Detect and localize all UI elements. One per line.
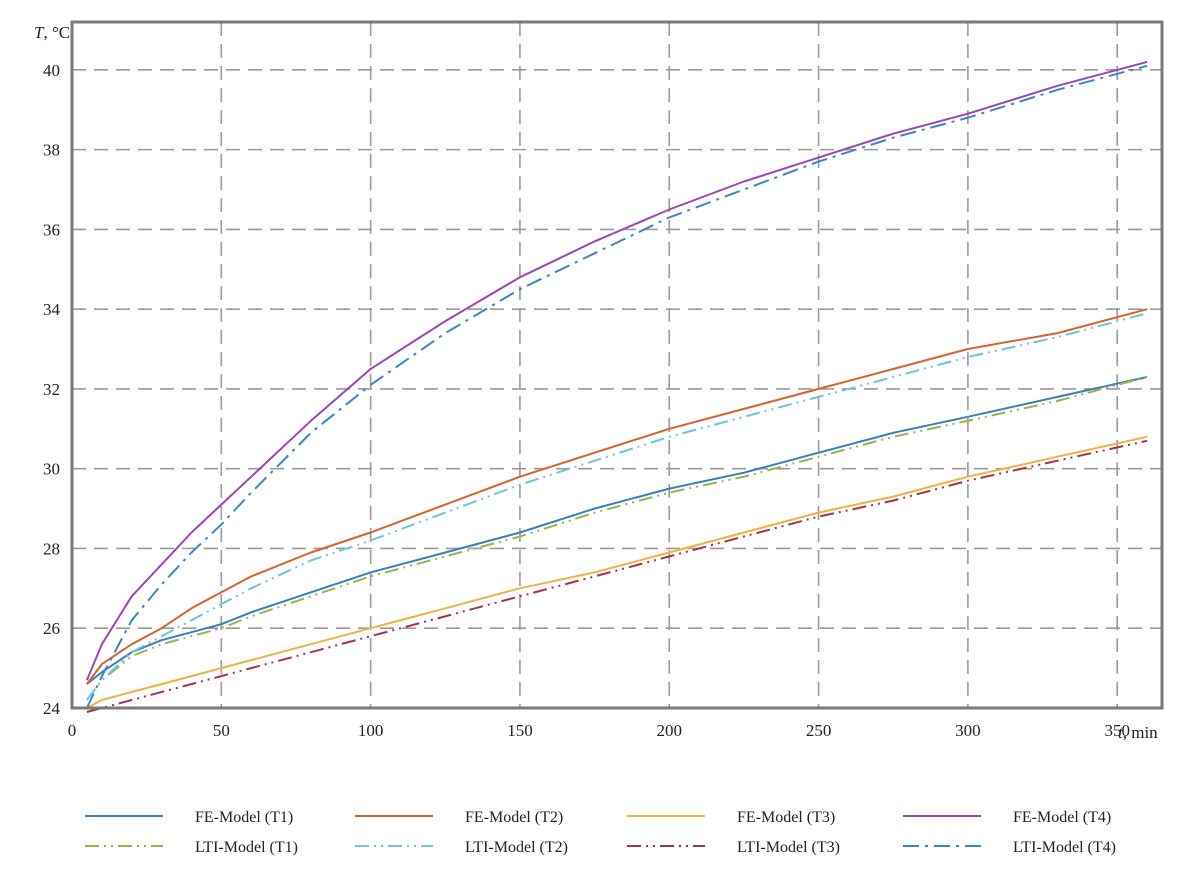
legend-item: FE-Model (T1) [85, 809, 293, 826]
y-tick-label: 28 [43, 539, 60, 558]
series-line-2 [86, 308, 1148, 685]
series-line-5 [86, 376, 1148, 701]
legend-label: FE-Model (T1) [195, 809, 293, 826]
x-tick-label: 50 [213, 721, 230, 740]
y-tick-label: 34 [43, 300, 61, 319]
x-axis-variable: t [1118, 723, 1124, 742]
series-line-6 [86, 312, 1148, 701]
y-tick-label: 30 [43, 460, 60, 479]
y-axis-ticks: 24 26 28 30 32 34 36 38 40 [43, 61, 61, 718]
y-tick-label: 32 [43, 380, 60, 399]
x-tick-label: 350 [1104, 721, 1130, 740]
legend-label: LTI-Model (T2) [465, 839, 568, 856]
y-tick-label: 38 [43, 141, 60, 160]
y-tick-label: 24 [43, 699, 61, 718]
legend-item: FE-Model (T3) [627, 809, 835, 826]
legend-label: FE-Model (T3) [737, 809, 835, 826]
series-lines [85, 60, 1148, 713]
legend-item: LTI-Model (T4) [903, 839, 1116, 856]
series-line-3 [86, 435, 1148, 709]
y-tick-label: 40 [43, 61, 60, 80]
x-tick-label: 0 [68, 721, 77, 740]
x-axis-label: t, min [1118, 723, 1158, 742]
legend-label: LTI-Model (T3) [737, 839, 840, 856]
x-tick-label: 200 [657, 721, 683, 740]
legend-label: FE-Model (T2) [465, 809, 563, 826]
legend-label: LTI-Model (T1) [195, 839, 298, 856]
grid [72, 22, 1162, 708]
legend-label: LTI-Model (T4) [1013, 839, 1116, 856]
y-axis-unit: , °C [43, 23, 70, 42]
legend-item: FE-Model (T2) [355, 809, 563, 826]
x-tick-label: 150 [507, 721, 533, 740]
x-tick-label: 100 [358, 721, 384, 740]
series-line-8 [85, 64, 1148, 709]
x-axis-unit: , min [1123, 723, 1158, 742]
x-tick-label: 300 [955, 721, 981, 740]
y-axis-label: T, °C [34, 23, 70, 42]
series-line-4 [85, 60, 1148, 681]
legend-item: FE-Model (T4) [903, 809, 1111, 826]
legend-item: LTI-Model (T3) [627, 839, 840, 856]
legend-item: LTI-Model (T1) [85, 839, 298, 856]
legend: FE-Model (T1) FE-Model (T2) FE-Model (T3) F… [85, 809, 1116, 856]
legend-label: FE-Model (T4) [1013, 809, 1111, 826]
y-tick-label: 36 [43, 220, 60, 239]
y-tick-label: 26 [43, 619, 60, 638]
series-line-7 [86, 439, 1148, 713]
legend-item: LTI-Model (T2) [355, 839, 568, 856]
y-axis-variable: T [34, 23, 45, 42]
series-line-1 [86, 376, 1148, 685]
x-axis-ticks: 0 50 100 150 200 250 300 350 [68, 721, 1130, 740]
plot-frame [70, 20, 1164, 710]
x-tick-label: 250 [806, 721, 832, 740]
